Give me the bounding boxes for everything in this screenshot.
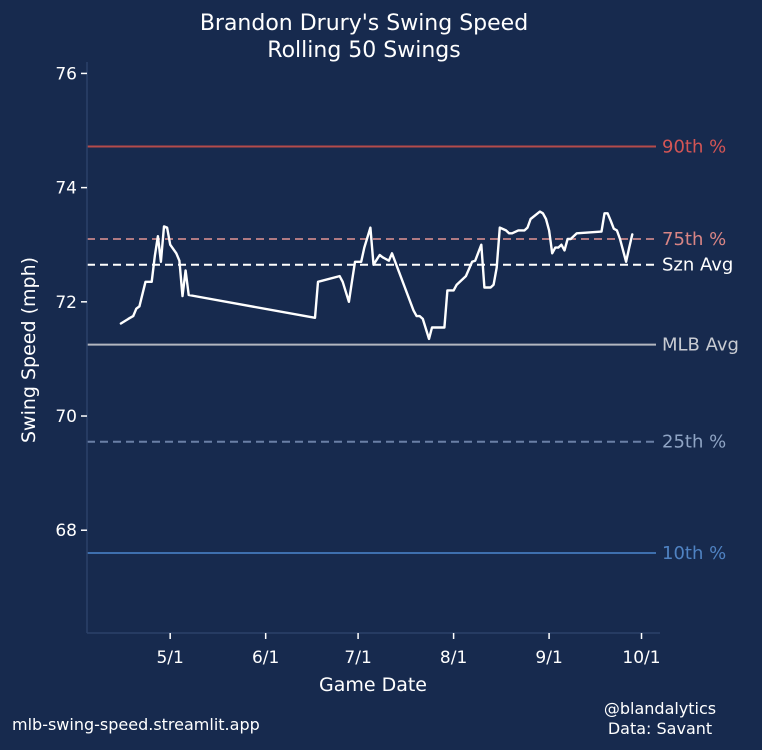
footer-handle: @blandalytics [604,699,716,718]
y-tick-label: 70 [55,407,77,427]
x-tick-label: 5/1 [156,648,183,668]
reference-line-label: MLB Avg [662,335,739,356]
x-tick-label: 8/1 [440,648,467,668]
chart-subtitle: Rolling 50 Swings [267,38,460,63]
y-tick-label: 68 [55,521,77,541]
x-tick-label: 9/1 [535,648,562,668]
x-axis-label: Game Date [319,674,427,696]
footer-source: Data: Savant [608,719,712,738]
reference-line-label: 10th % [662,543,726,564]
series-group [119,210,634,341]
y-tick-label: 76 [55,64,77,84]
reference-line-label: 90th % [662,137,726,158]
reference-line-label: 25th % [662,432,726,453]
y-axis-label: Swing Speed (mph) [18,257,40,443]
axes: 68 70 72 74 76 5/1 6/1 7/1 8/1 9/1 10/1 [55,62,661,668]
y-tick-label: 72 [55,293,77,313]
x-tick-label: 10/1 [622,648,660,668]
reference-line-label: 75th % [662,229,726,250]
reference-line-label: Szn Avg [662,255,733,276]
chart-title: Brandon Drury's Swing Speed [200,11,528,36]
x-tick-label: 7/1 [344,648,371,668]
x-tick-label: 6/1 [252,648,279,668]
footer-site: mlb-swing-speed.streamlit.app [12,715,260,734]
swing-speed-line [119,210,634,341]
y-tick-label: 74 [55,179,77,199]
reference-lines: 90th % 75th % Szn Avg MLB Avg 25th % 10th % [87,137,739,564]
